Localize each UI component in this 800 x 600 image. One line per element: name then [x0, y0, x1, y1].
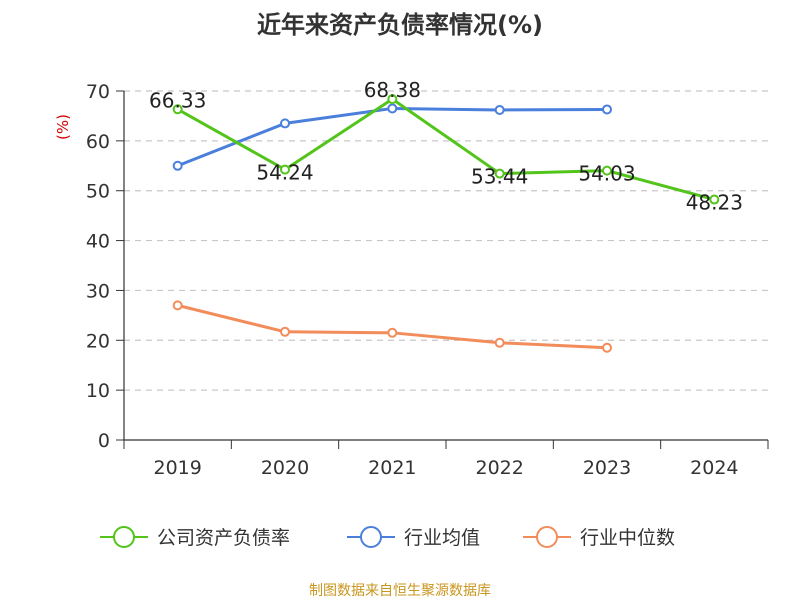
data-point: [494, 168, 505, 179]
data-labels: 66.33 54.24 68.38 53.44 54.03 48.23: [149, 78, 743, 214]
y-tick-label: 0: [98, 430, 110, 452]
y-axis-unit: (%): [54, 114, 72, 140]
data-point: [280, 118, 290, 129]
grid: [124, 90, 768, 391]
y-tick-label: 60: [86, 131, 110, 153]
data-label: 54.03: [578, 162, 635, 186]
x-tick-label: 2023: [583, 457, 631, 479]
legend-label: 行业中位数: [580, 527, 675, 549]
data-point: [709, 194, 720, 205]
legend-label: 行业均值: [404, 527, 480, 549]
x-tick-label: 2022: [475, 457, 523, 479]
data-label: 53.44: [471, 165, 528, 189]
legend-marker-circle: [536, 526, 558, 548]
data-point: [602, 165, 612, 176]
x-tick-label: 2019: [153, 457, 201, 479]
data-point: [280, 164, 290, 175]
data-label: 66.33: [149, 88, 206, 112]
series-line: [177, 106, 608, 168]
data-point: [387, 103, 398, 114]
data-label: 54.24: [256, 161, 313, 185]
series-layer: [172, 94, 720, 353]
x-tick-label: 2021: [368, 457, 416, 479]
data-point: [602, 342, 612, 353]
y-tick-label: 70: [86, 81, 110, 103]
source-note: 制图数据来自恒生聚源数据库: [309, 583, 491, 599]
legend-marker-circle: [113, 526, 135, 548]
data-point: [494, 337, 505, 348]
data-point: [602, 104, 612, 115]
data-point: [172, 104, 183, 115]
y-tick-label: 20: [86, 330, 110, 352]
data-point: [494, 104, 505, 115]
series-line: [177, 303, 608, 350]
legend-label: 公司资产负债率: [157, 527, 290, 549]
data-point: [387, 327, 398, 338]
data-point: [172, 160, 183, 171]
data-point: [172, 300, 183, 311]
y-tick-label: 30: [86, 280, 110, 302]
y-tick-label: 40: [86, 231, 110, 253]
data-label: 68.38: [364, 78, 421, 102]
chart-title: 近年来资产负债率情况(%): [257, 11, 543, 39]
data-point: [387, 94, 398, 105]
x-tick-label: 2024: [690, 457, 738, 479]
data-point: [280, 326, 290, 337]
series-line: [176, 97, 715, 201]
data-label: 48.23: [686, 191, 743, 215]
y-tick-label: 50: [86, 181, 110, 203]
legend-marker-circle: [360, 526, 382, 548]
x-tick-label: 2020: [261, 457, 309, 479]
y-tick-label: 10: [86, 380, 110, 402]
axes: 0 10 20 30 40 50 60 70 2019 2020 2021 2022 2023 2024: [86, 81, 769, 479]
legend: 公司资产负债率 行业均值 行业中位数: [100, 526, 675, 549]
